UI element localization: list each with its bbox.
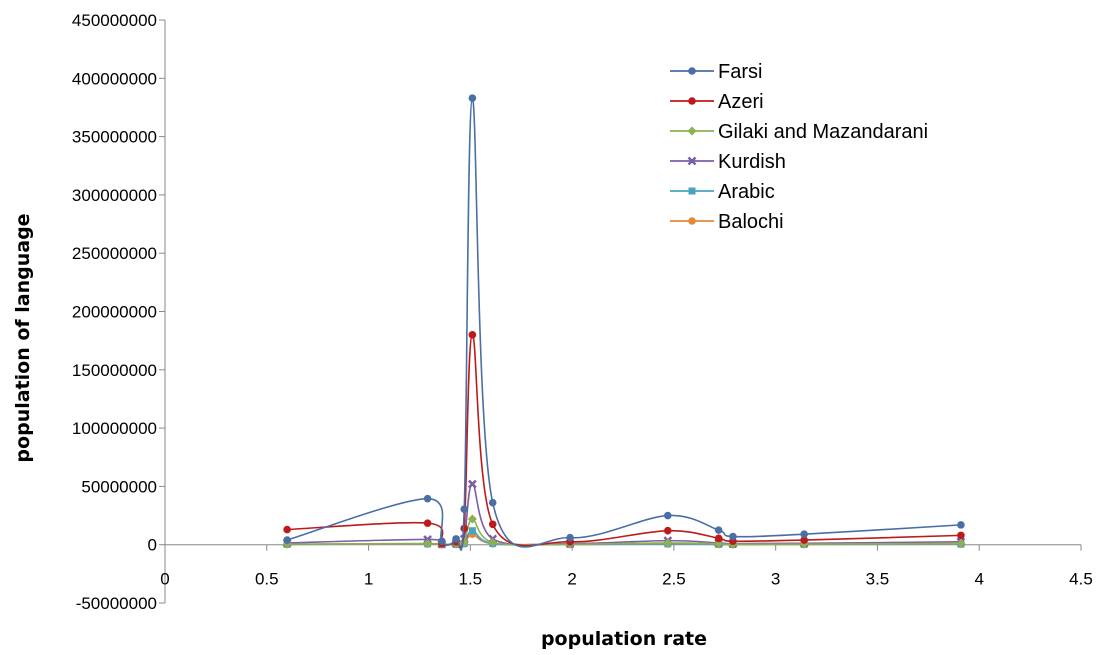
legend-marker-azeri [688, 97, 696, 105]
y-tick-label: 450000000 [72, 11, 157, 30]
legend-item-farsi: Farsi [670, 61, 762, 83]
legend-label-arabic: Arabic [718, 181, 775, 203]
data-point-gilaki-and-mazandarani [714, 539, 724, 549]
y-tick-label: 300000000 [72, 186, 157, 205]
legend-label-balochi: Balochi [718, 211, 784, 233]
data-point-farsi [468, 94, 477, 102]
x-tick-label: 4 [974, 570, 983, 589]
legend: Farsi Azeri Gilaki and Mazandarani Kurdish A… [670, 61, 928, 233]
data-point-arabic [468, 527, 476, 535]
legend-marker-farsi [688, 67, 696, 75]
data-point-azeri [468, 331, 477, 339]
data-point-azeri [714, 534, 723, 543]
data-point-azeri [800, 536, 808, 544]
data-point-azeri [957, 531, 965, 540]
legend-marker-kurdish [687, 156, 697, 166]
data-point-farsi [566, 533, 574, 542]
legend-label-farsi: Farsi [718, 61, 762, 83]
data-point-azeri [488, 520, 497, 529]
x-axis-title: population rate [541, 628, 707, 650]
series-gilaki-and-mazandarani [282, 514, 966, 549]
data-point-azeri [663, 526, 672, 535]
series-farsi [283, 94, 965, 551]
legend-label-gilaki-and-mazandarani: Gilaki and Mazandarani [718, 121, 928, 143]
data-point-farsi [714, 526, 723, 534]
x-tick-label: 1 [364, 570, 373, 589]
x-tick-label: 3.5 [866, 570, 890, 589]
x-tick-label: 2.5 [662, 570, 686, 589]
data-point-azeri [283, 525, 291, 534]
legend-item-azeri: Azeri [670, 91, 764, 113]
data-point-farsi [663, 511, 672, 520]
data-point-farsi [729, 532, 737, 541]
series-azeri [283, 331, 965, 548]
y-tick-label: 50000000 [81, 477, 157, 496]
legend-marker-balochi [688, 217, 696, 225]
data-point-farsi [957, 521, 965, 529]
legend-label-kurdish: Kurdish [718, 151, 786, 173]
data-point-farsi [460, 505, 469, 513]
data-point-azeri [423, 519, 432, 527]
data-point-farsi [438, 537, 446, 546]
y-tick-label: 0 [148, 536, 157, 555]
legend-item-gilaki-and-mazandarani: Gilaki and Mazandarani [670, 121, 928, 143]
legend-marker-gilaki-and-mazandarani [687, 126, 697, 136]
y-tick-label: 350000000 [72, 128, 157, 147]
legend-item-kurdish: Kurdish [670, 151, 786, 173]
data-point-gilaki-and-mazandarani [663, 538, 673, 548]
data-point-azeri [460, 524, 469, 533]
data-point-gilaki-and-mazandarani [467, 514, 477, 524]
data-point-gilaki-and-mazandarani [956, 539, 966, 549]
series-line-azeri [287, 334, 961, 548]
legend-item-arabic: Arabic [670, 181, 775, 203]
x-tick-label: 0.5 [255, 570, 279, 589]
data-point-farsi [423, 494, 432, 503]
legend-marker-arabic [688, 187, 696, 195]
y-tick-label: 150000000 [72, 361, 157, 380]
data-point-gilaki-and-mazandarani [488, 537, 498, 547]
y-axis-title: population of language [12, 213, 34, 462]
y-tick-label: 400000000 [72, 69, 157, 88]
data-point-kurdish [467, 479, 477, 489]
y-tick-label: 200000000 [72, 303, 157, 322]
data-point-farsi [800, 530, 808, 539]
data-point-farsi [488, 498, 497, 507]
x-tick-label: 4.5 [1069, 570, 1093, 589]
x-tick-label: 1.5 [459, 570, 483, 589]
x-tick-label: 2 [567, 570, 576, 589]
data-point-gilaki-and-mazandarani [423, 539, 433, 549]
series-line-farsi [286, 97, 961, 551]
x-tick-label: 3 [771, 570, 780, 589]
data-point-farsi [452, 535, 460, 543]
y-tick-label: 250000000 [72, 244, 157, 263]
legend-label-azeri: Azeri [718, 91, 764, 113]
y-tick-label: -50000000 [76, 594, 157, 613]
legend-item-balochi: Balochi [670, 211, 784, 233]
axes: -500000000500000001000000001500000002000… [72, 11, 1093, 613]
series-layer [282, 94, 966, 551]
x-tick-label: 0 [160, 570, 169, 589]
y-tick-label: 100000000 [72, 419, 157, 438]
data-point-farsi [283, 536, 291, 544]
